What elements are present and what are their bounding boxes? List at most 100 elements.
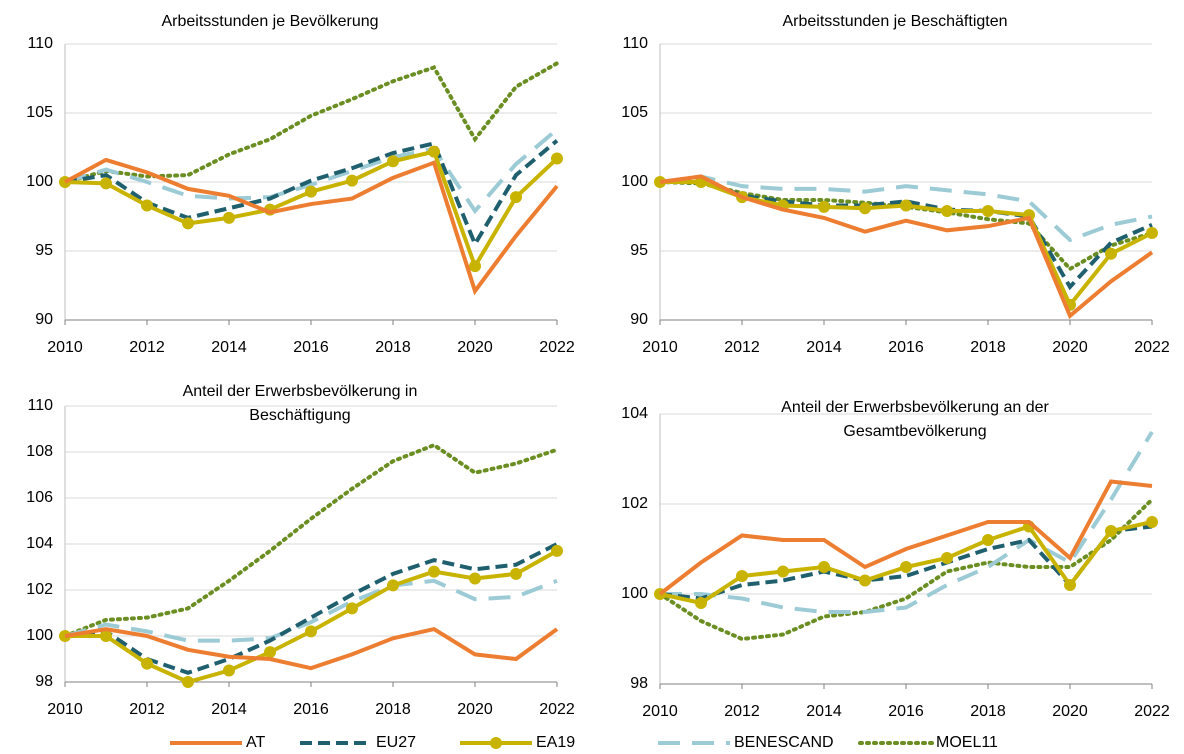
series-marker — [551, 544, 563, 557]
series-marker — [1105, 525, 1117, 537]
y-tick-label: 100 — [26, 173, 53, 190]
legend-label: AT — [246, 734, 265, 751]
y-tick-label: 106 — [26, 489, 53, 506]
x-tick-label: 2012 — [129, 339, 165, 356]
series-marker — [510, 191, 522, 204]
x-tick-label: 2010 — [47, 339, 83, 356]
series-line — [64, 626, 559, 671]
x-tick-label: 2014 — [211, 701, 247, 718]
x-tick-label: 2014 — [211, 339, 247, 356]
x-tick-label: 2020 — [457, 339, 493, 356]
series-marker — [1146, 516, 1158, 528]
x-tick-label: 2022 — [1134, 703, 1170, 720]
x-tick-label: 2012 — [129, 701, 165, 718]
series-marker — [182, 676, 194, 688]
y-tick-label: 90 — [35, 311, 53, 328]
series-marker — [469, 260, 481, 273]
series-marker — [346, 174, 358, 187]
x-tick-label: 2010 — [642, 339, 678, 356]
series-marker — [141, 199, 153, 212]
series-line — [658, 479, 1153, 596]
series-marker — [469, 572, 481, 585]
series-line — [659, 174, 1154, 320]
y-tick-label: 110 — [27, 35, 53, 52]
series-marker — [223, 664, 235, 677]
x-tick-label: 2018 — [970, 703, 1006, 720]
series-marker — [223, 211, 235, 224]
series-line — [64, 578, 558, 643]
x-tick-label: 2022 — [539, 339, 575, 356]
series-marker — [1064, 579, 1076, 591]
x-tick-label: 2016 — [888, 703, 924, 720]
series-marker — [305, 185, 317, 198]
x-tick-label: 2022 — [539, 701, 575, 718]
series-marker — [510, 567, 522, 580]
series-marker — [346, 602, 358, 615]
series-line — [659, 174, 1153, 243]
series-line — [63, 61, 559, 184]
series-marker — [1146, 227, 1158, 240]
series-marker — [264, 646, 276, 659]
y-tick-label: 102 — [26, 581, 53, 598]
y-tick-label: 95 — [630, 242, 648, 259]
series-marker — [777, 565, 789, 578]
series-marker — [141, 657, 153, 670]
x-tick-label: 2018 — [375, 339, 411, 356]
x-tick-label: 2016 — [293, 339, 329, 356]
x-tick-label: 2014 — [806, 339, 842, 356]
series-marker — [305, 625, 317, 638]
y-tick-label: 104 — [26, 535, 53, 552]
x-tick-label: 2022 — [1134, 339, 1170, 356]
x-tick-label: 2018 — [375, 701, 411, 718]
series-marker — [182, 217, 194, 230]
series-marker — [818, 561, 830, 573]
series-line — [658, 497, 1154, 642]
series-marker — [551, 152, 563, 165]
x-tick-label: 2012 — [724, 339, 760, 356]
x-tick-label: 2020 — [1052, 339, 1088, 356]
series-marker — [387, 155, 399, 168]
series-line — [660, 430, 1154, 614]
series-line — [659, 177, 1153, 291]
x-tick-label: 2010 — [47, 701, 83, 718]
legend-label: BENESCAND — [734, 734, 834, 751]
series-line — [64, 157, 559, 296]
y-tick-label: 100 — [26, 627, 53, 644]
legend-label: EU27 — [376, 734, 416, 751]
y-tick-label: 110 — [622, 35, 648, 52]
y-tick-label: 95 — [35, 242, 53, 259]
x-tick-label: 2010 — [642, 703, 678, 720]
x-tick-label: 2014 — [806, 703, 842, 720]
y-tick-label: 105 — [621, 104, 648, 121]
series-marker — [859, 574, 871, 587]
y-tick-label: 100 — [621, 173, 648, 190]
series-marker — [428, 145, 440, 158]
series-marker — [818, 200, 830, 213]
y-tick-label: 105 — [26, 104, 53, 121]
legend-marker — [490, 737, 502, 749]
series-marker — [695, 597, 707, 609]
series-line — [64, 128, 559, 215]
series-marker — [428, 565, 440, 578]
chart-title: Arbeitsstunden je Beschäftigten — [782, 13, 1008, 30]
x-tick-label: 2016 — [888, 339, 924, 356]
chart-title: Arbeitsstunden je Bevölkerung — [161, 13, 379, 30]
y-tick-label: 98 — [35, 673, 53, 690]
chart-title: Anteil der Erwerbsbevölkerung an der Ges… — [781, 399, 1049, 440]
series-marker — [736, 570, 748, 582]
legend-label: MOEL11 — [936, 734, 998, 751]
series-marker — [900, 561, 912, 573]
series-marker — [859, 202, 871, 215]
series-marker — [982, 204, 994, 217]
y-tick-label: 110 — [27, 397, 53, 414]
legend-label: EA19 — [536, 734, 575, 751]
series-marker — [387, 579, 399, 592]
series-marker — [100, 630, 112, 642]
y-tick-label: 102 — [621, 495, 648, 512]
series-marker — [900, 199, 912, 212]
series-marker — [941, 204, 953, 217]
series-marker — [941, 552, 953, 564]
series-marker — [982, 534, 994, 546]
